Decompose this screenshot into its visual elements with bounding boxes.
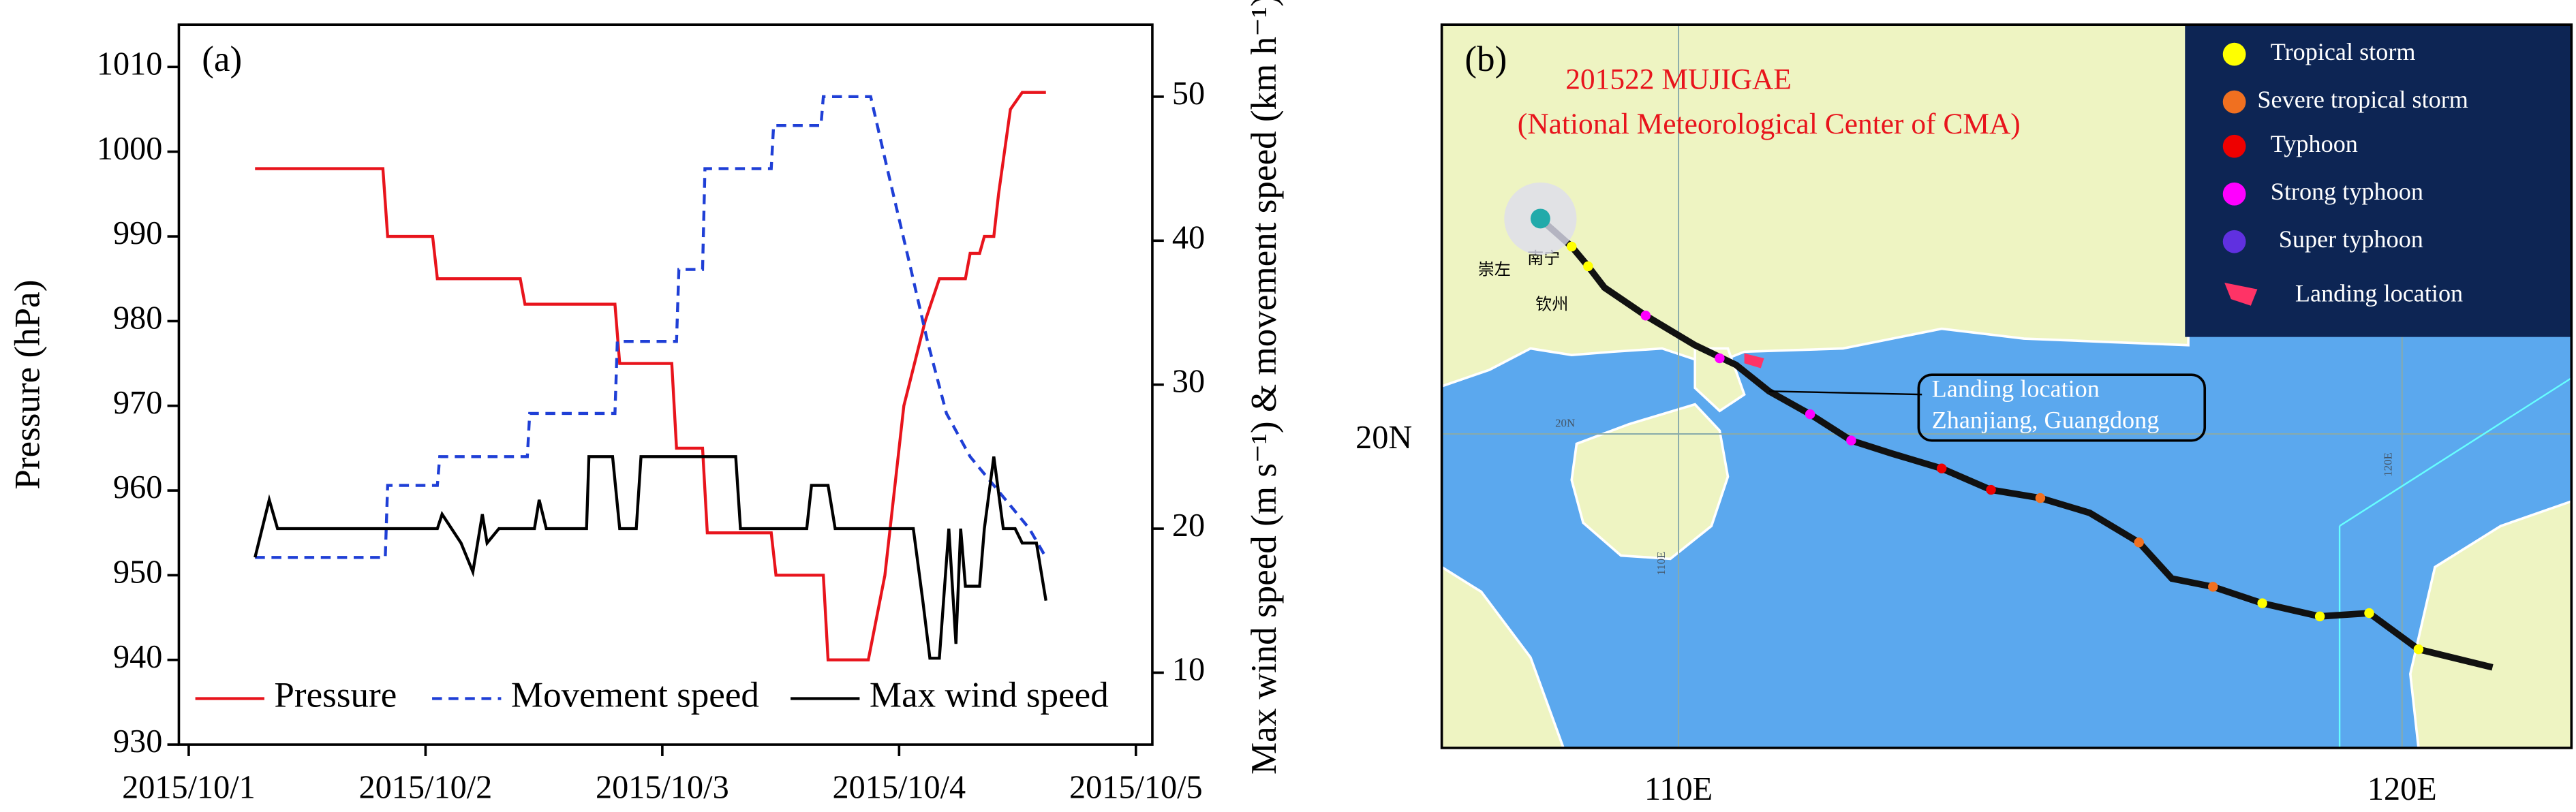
legend-symbol	[2222, 230, 2246, 253]
track-dot	[1986, 484, 1996, 495]
track-dot	[2134, 537, 2144, 548]
y2-axis-label: Max wind speed (m s⁻¹) & movement speed …	[1244, 0, 1284, 775]
y-tick-label: 1010	[97, 46, 163, 82]
legend-symbol	[2222, 90, 2246, 114]
legend-text: Severe tropical storm	[2257, 86, 2468, 113]
legend-symbol	[2222, 182, 2246, 206]
map-title: 201522 MUJIGAE	[1565, 63, 1792, 96]
y2-tick-label: 30	[1172, 364, 1205, 400]
legend-label: Max wind speed	[870, 676, 1109, 715]
map: 20N 110E 120E 南宁 钦州 崇左	[1355, 23, 2573, 807]
map-frame	[1440, 23, 2573, 749]
legend-text: Landing location	[2295, 280, 2463, 307]
y-tick-label: 1000	[97, 131, 163, 167]
track-dot	[1715, 353, 1725, 364]
series-line	[254, 455, 1047, 660]
track-dot	[2413, 644, 2424, 655]
map-legend	[2185, 25, 2572, 337]
callout-box	[1917, 373, 2207, 442]
hainan	[1570, 403, 1730, 561]
track-dot	[1846, 435, 1856, 446]
y-tick-label: 930	[113, 723, 162, 760]
grid-label: 120E	[2381, 452, 2394, 477]
y-tick-label: 940	[113, 639, 162, 675]
map-title: (National Meteorological Center of CMA)	[1518, 108, 2021, 140]
vietnam	[1441, 565, 1565, 748]
track-dot	[1583, 261, 1593, 272]
track-dot	[2364, 608, 2374, 619]
callout-text: Landing location	[1932, 375, 2100, 403]
legend-symbol	[2224, 283, 2258, 306]
legend-text: Super typhoon	[2279, 225, 2423, 253]
chart-a: 2015/10/1 2015/10/2 2015/10/3 2015/10/4 2015…	[97, 46, 1205, 805]
track-dot	[1566, 241, 1577, 252]
lat-label: 20N	[1355, 420, 1412, 456]
track-dot	[2208, 582, 2218, 592]
panel-label: (a)	[202, 40, 242, 79]
track-dot	[1640, 311, 1651, 321]
lon-label: 120E	[2367, 771, 2437, 807]
legend-label: Pressure	[274, 676, 397, 715]
legend-text: Strong typhoon	[2271, 178, 2423, 205]
boundary	[2339, 377, 2572, 527]
y2-tick-label: 50	[1172, 76, 1205, 112]
track-dot	[2257, 598, 2267, 608]
track-dot	[2314, 611, 2325, 622]
y-tick-label: 950	[113, 554, 162, 590]
y-tick-label: 960	[113, 469, 162, 505]
legend-text: Tropical storm	[2271, 38, 2416, 65]
track-dot	[1936, 463, 1947, 473]
y2-tick-label: 20	[1172, 507, 1205, 544]
x-tick-label: 2015/10/4	[832, 770, 966, 806]
storm-icon	[1530, 208, 1550, 229]
grid-label: 20N	[1555, 416, 1575, 429]
y2-tick-label: 10	[1172, 651, 1205, 687]
panel-label: (b)	[1465, 40, 1507, 79]
luzon	[2409, 500, 2572, 748]
y-tick-label: 970	[113, 385, 162, 421]
y-tick-label: 990	[113, 215, 162, 251]
legend-text: Typhoon	[2271, 130, 2358, 157]
y-tick-label: 980	[113, 300, 162, 336]
lon-label: 110E	[1644, 771, 1713, 807]
y-axis-label: Pressure (hPa)	[7, 280, 47, 490]
landing-flag	[1744, 353, 1764, 369]
callout-line	[1768, 390, 1922, 396]
x-tick-label: 2015/10/5	[1069, 770, 1203, 806]
x-tick-label: 2015/10/2	[359, 770, 493, 806]
grid-label: 110E	[1655, 552, 1668, 576]
callout-text: Zhanjiang, Guangdong	[1932, 406, 2160, 433]
place-label: 钦州	[1535, 295, 1568, 313]
track-dot	[2035, 493, 2046, 503]
track-dots	[1566, 241, 2424, 655]
track-dot	[1805, 409, 1815, 420]
series-line	[255, 95, 1047, 559]
y2-tick-label: 40	[1172, 219, 1205, 255]
x-tick-label: 2015/10/3	[596, 770, 729, 806]
legend-symbol	[2222, 134, 2246, 158]
series-line	[255, 91, 1046, 661]
legend-label: Movement speed	[511, 676, 759, 715]
place-label: 崇左	[1478, 261, 1511, 279]
x-tick-label: 2015/10/1	[122, 770, 256, 806]
legend-symbol	[2222, 42, 2246, 66]
